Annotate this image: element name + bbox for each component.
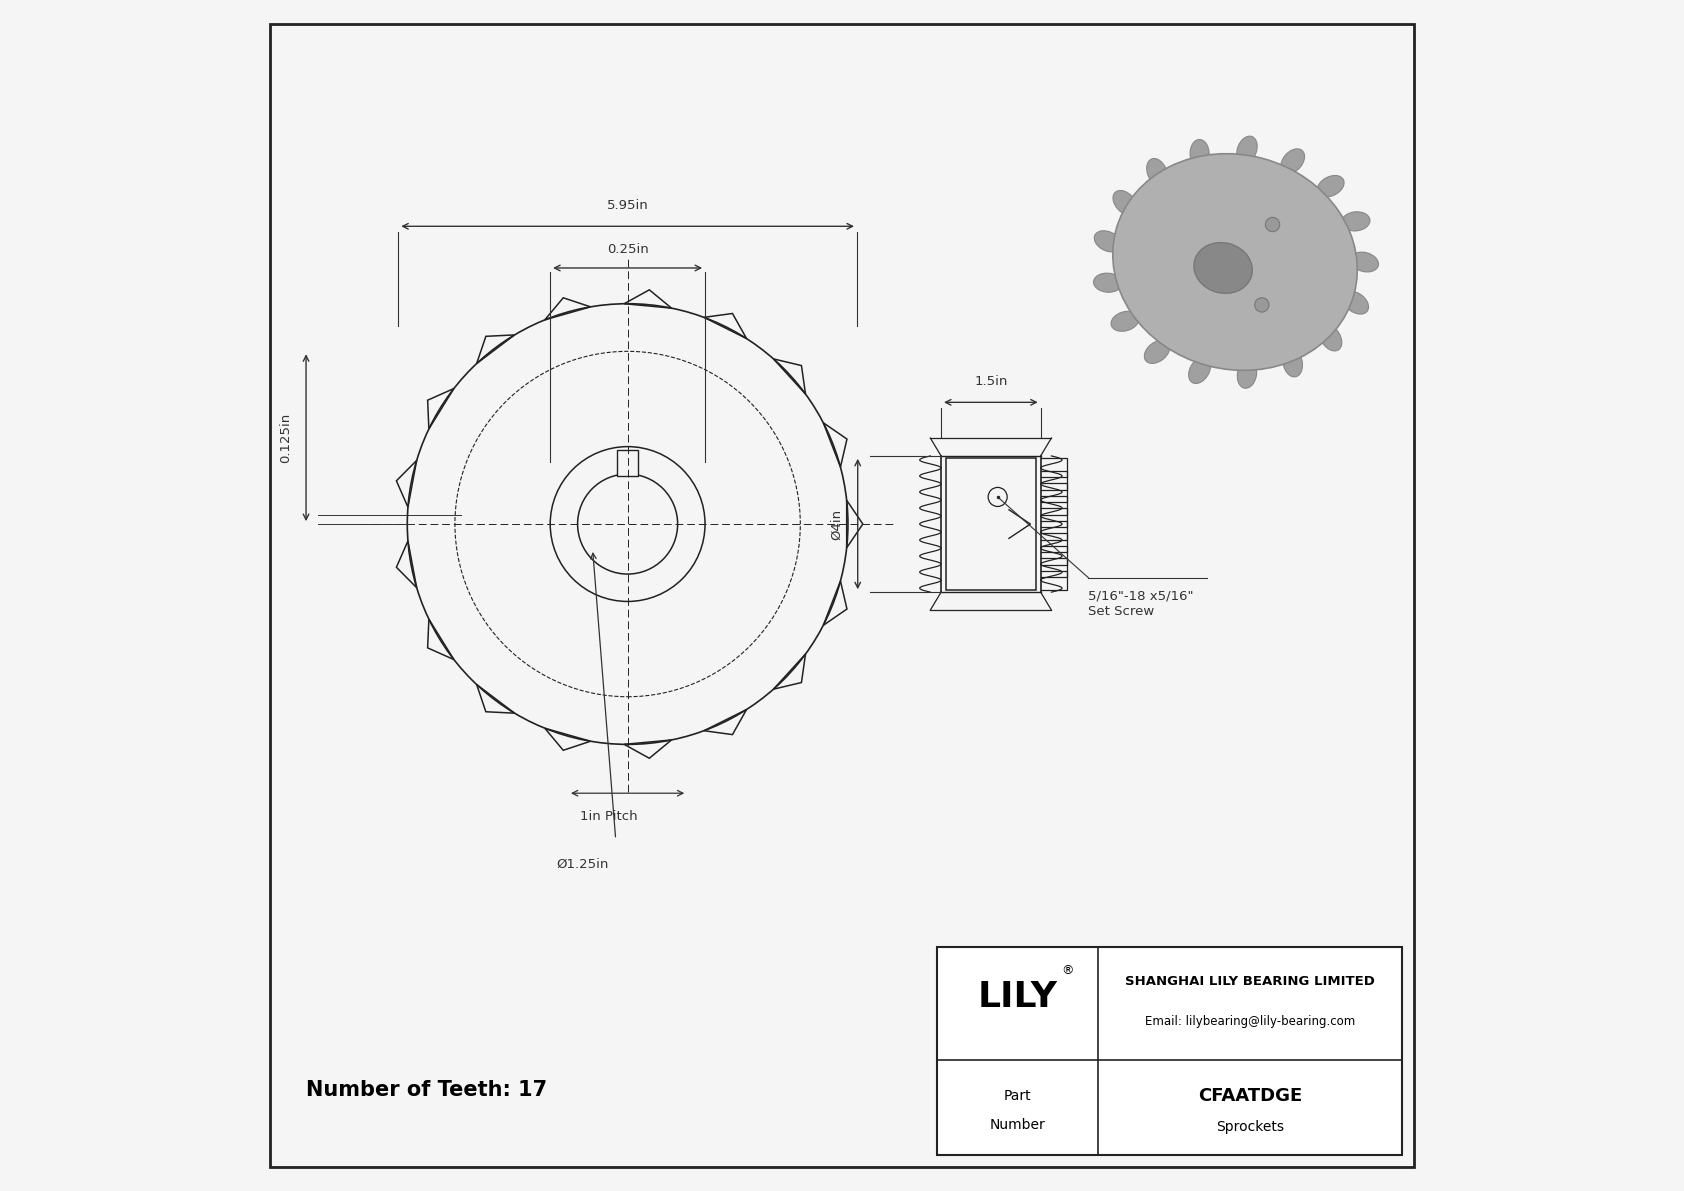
Text: LILY: LILY (978, 980, 1058, 1015)
Text: Ø1.25in: Ø1.25in (556, 858, 608, 871)
Ellipse shape (1238, 360, 1256, 388)
Text: 0.25in: 0.25in (606, 243, 648, 256)
Ellipse shape (1283, 349, 1302, 376)
Text: Email: lilybearing@lily-bearing.com: Email: lilybearing@lily-bearing.com (1145, 1015, 1356, 1028)
Ellipse shape (1342, 212, 1371, 231)
Ellipse shape (1320, 325, 1342, 351)
Ellipse shape (1317, 175, 1344, 197)
Bar (616, 450, 638, 476)
Ellipse shape (1282, 149, 1305, 174)
Bar (938, 947, 1401, 1155)
Text: 1.5in: 1.5in (973, 375, 1007, 388)
Ellipse shape (1111, 311, 1138, 331)
Text: 0.125in: 0.125in (280, 412, 291, 463)
Text: Number: Number (990, 1118, 1046, 1133)
Text: 5/16"-18 x5/16"
Set Screw: 5/16"-18 x5/16" Set Screw (1088, 590, 1194, 618)
Text: Sprockets: Sprockets (1216, 1120, 1283, 1134)
Ellipse shape (1236, 136, 1258, 163)
Ellipse shape (1194, 243, 1253, 293)
Text: Number of Teeth: 17: Number of Teeth: 17 (306, 1080, 547, 1099)
Text: 5.95in: 5.95in (606, 199, 648, 212)
Ellipse shape (1189, 357, 1211, 384)
Circle shape (1255, 298, 1270, 312)
Ellipse shape (1093, 273, 1122, 292)
Circle shape (1265, 218, 1280, 231)
Text: 1in Pitch: 1in Pitch (579, 810, 638, 823)
Ellipse shape (1113, 154, 1357, 370)
Text: CFAATDGE: CFAATDGE (1197, 1086, 1302, 1105)
Ellipse shape (1342, 292, 1369, 314)
Ellipse shape (1351, 252, 1379, 272)
Text: Part: Part (1004, 1089, 1032, 1103)
Ellipse shape (1191, 139, 1209, 168)
Text: ®: ® (1061, 964, 1074, 977)
Ellipse shape (1145, 341, 1170, 363)
Ellipse shape (1113, 191, 1137, 216)
Ellipse shape (1147, 158, 1167, 186)
Text: Ø4in: Ø4in (830, 509, 844, 540)
Text: SHANGHAI LILY BEARING LIMITED: SHANGHAI LILY BEARING LIMITED (1125, 975, 1374, 989)
Ellipse shape (1095, 231, 1122, 252)
Bar (946, 459, 1036, 590)
